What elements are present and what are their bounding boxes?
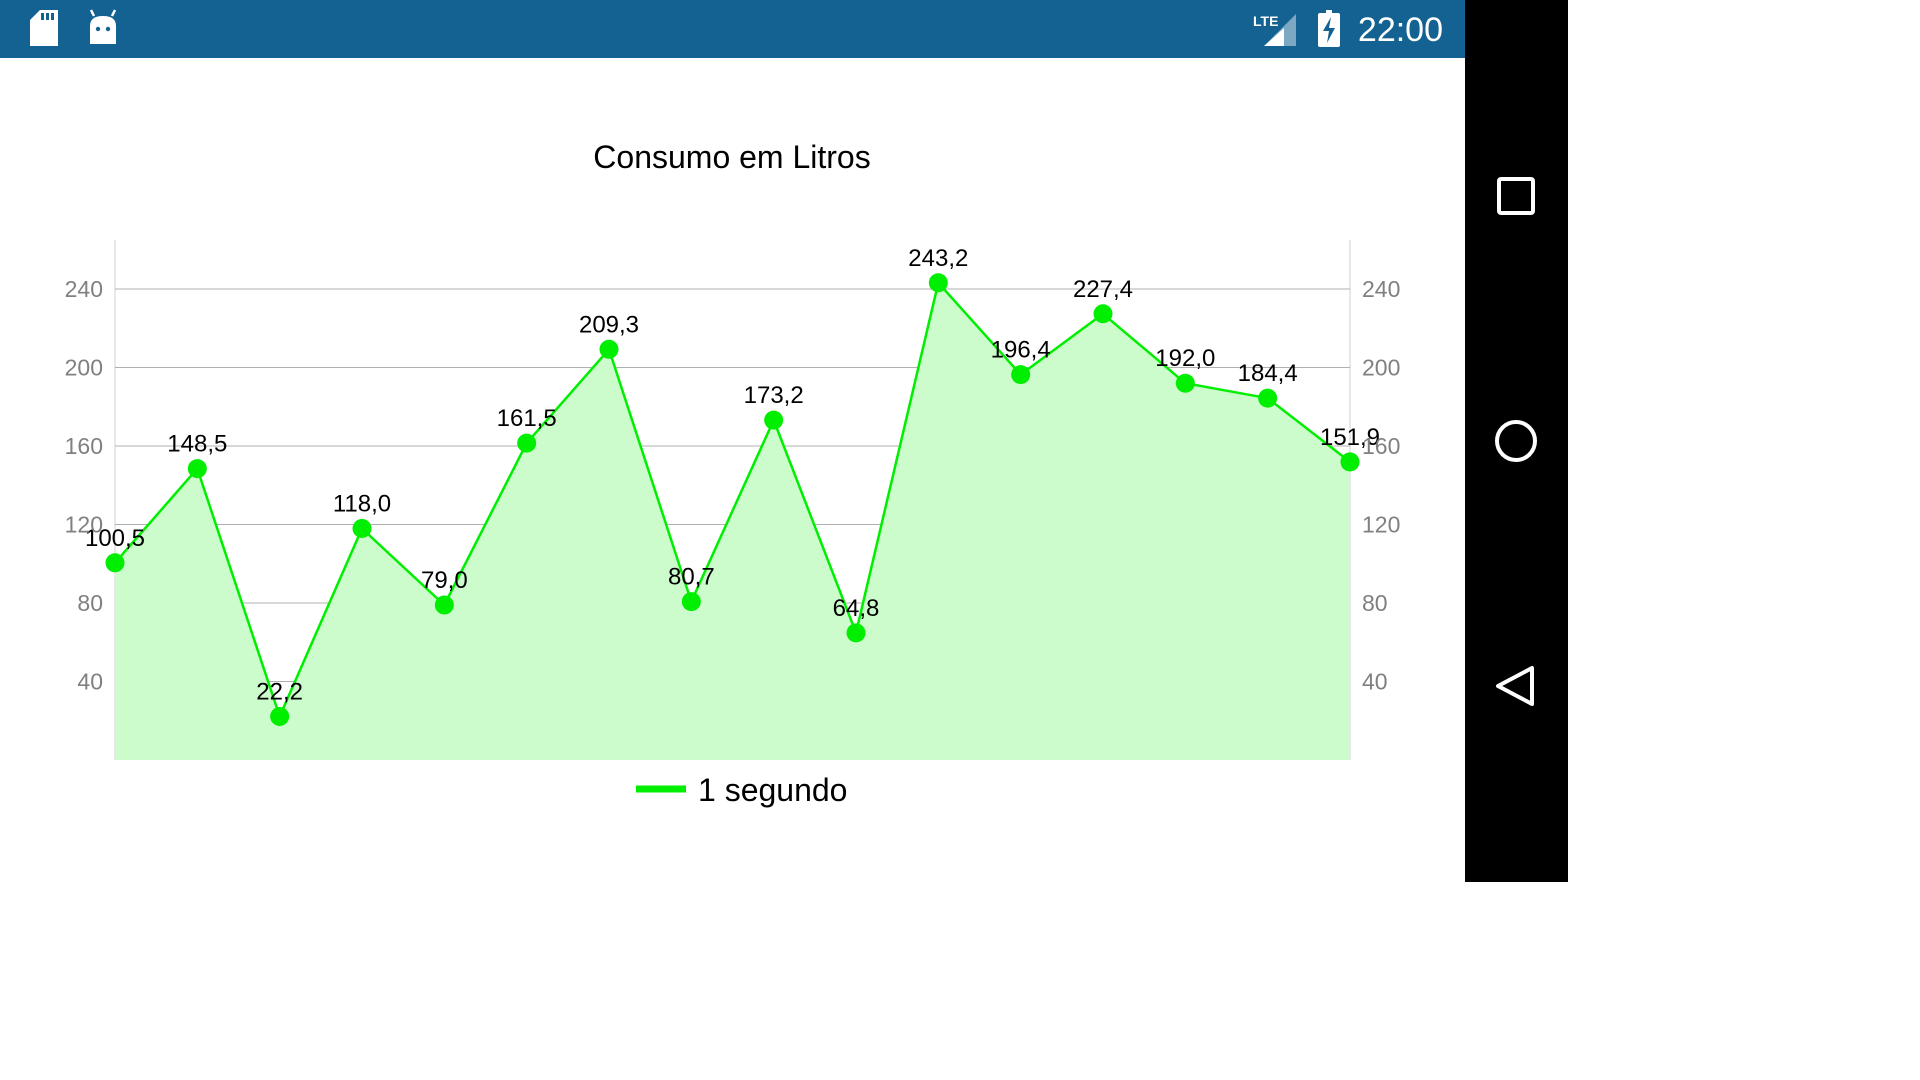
data-point[interactable] bbox=[434, 595, 454, 615]
data-point[interactable] bbox=[764, 410, 784, 430]
data-label: 161,5 bbox=[497, 405, 557, 432]
status-clock: 22:00 bbox=[1357, 11, 1443, 49]
chart-title: Consumo em Litros bbox=[593, 139, 870, 175]
data-point[interactable] bbox=[517, 433, 537, 453]
home-circle-icon[interactable] bbox=[1465, 401, 1568, 481]
data-points bbox=[105, 273, 1360, 726]
data-label: 64,8 bbox=[833, 595, 880, 622]
back-triangle-icon[interactable] bbox=[1465, 646, 1568, 726]
y-tick-label-left: 120 bbox=[65, 512, 103, 538]
y-tick-label-right: 200 bbox=[1362, 355, 1400, 381]
status-bar: LTE 22:00 bbox=[0, 0, 1465, 58]
y-tick-label-right: 80 bbox=[1362, 590, 1388, 616]
y-tick-label-right: 160 bbox=[1362, 433, 1400, 459]
data-point[interactable] bbox=[352, 518, 372, 538]
series-area bbox=[115, 282, 1350, 760]
series-area-fill bbox=[115, 282, 1350, 760]
y-tick-label-right: 240 bbox=[1362, 276, 1400, 302]
axis-tick-labels: 40 40 80 80 120 120 160 160 200 200 240 240 bbox=[65, 276, 1401, 694]
data-label: 79,0 bbox=[421, 567, 468, 594]
series-line bbox=[114, 281, 1351, 718]
data-point[interactable] bbox=[681, 592, 701, 612]
y-tick-label-left: 160 bbox=[65, 433, 103, 459]
battery-charging-icon bbox=[1318, 10, 1340, 47]
android-debug-icon bbox=[89, 9, 117, 44]
network-type-label: LTE bbox=[1253, 13, 1278, 29]
data-point[interactable] bbox=[1011, 365, 1031, 385]
data-point[interactable] bbox=[599, 339, 619, 359]
y-tick-label-left: 80 bbox=[77, 590, 103, 616]
line-chart: Consumo em Litros 100,5 148,5 22,2 118,0 79,… bbox=[65, 139, 1401, 808]
sd-card-icon bbox=[30, 10, 58, 46]
data-label: 209,3 bbox=[579, 311, 639, 338]
y-tick-label-left: 240 bbox=[65, 276, 103, 302]
data-label: 192,0 bbox=[1155, 345, 1215, 372]
lte-signal-icon: LTE bbox=[1253, 13, 1296, 46]
data-label: 118,0 bbox=[333, 490, 391, 517]
legend-label: 1 segundo bbox=[698, 772, 847, 808]
data-label: 227,4 bbox=[1073, 276, 1133, 303]
data-point[interactable] bbox=[1258, 388, 1278, 408]
data-label: 80,7 bbox=[668, 564, 715, 591]
data-point[interactable] bbox=[928, 273, 948, 293]
y-tick-label-right: 120 bbox=[1362, 512, 1400, 538]
data-label: 184,4 bbox=[1238, 360, 1298, 387]
recents-square-icon[interactable] bbox=[1465, 156, 1568, 236]
y-tick-label-right: 40 bbox=[1362, 669, 1388, 695]
data-point[interactable] bbox=[105, 553, 125, 573]
data-point[interactable] bbox=[1175, 373, 1195, 393]
data-label: 243,2 bbox=[908, 245, 968, 272]
y-tick-label-left: 40 bbox=[77, 669, 103, 695]
data-point[interactable] bbox=[1093, 304, 1113, 324]
navigation-bar bbox=[1465, 0, 1568, 882]
data-label: 148,5 bbox=[167, 431, 227, 458]
data-point[interactable] bbox=[187, 459, 207, 479]
y-tick-label-left: 200 bbox=[65, 355, 103, 381]
data-labels: 100,5 148,5 22,2 118,0 79,0 161,5 209,3 80,7 173… bbox=[85, 245, 1380, 706]
data-point[interactable] bbox=[846, 623, 866, 643]
data-label: 22,2 bbox=[256, 678, 303, 705]
data-label: 100,5 bbox=[85, 525, 145, 552]
data-label: 173,2 bbox=[744, 382, 804, 409]
data-label: 151,9 bbox=[1320, 424, 1380, 451]
data-point[interactable] bbox=[1340, 452, 1360, 472]
data-label: 196,4 bbox=[991, 337, 1051, 364]
legend: 1 segundo bbox=[636, 772, 847, 808]
series-line-path bbox=[114, 281, 1351, 718]
data-point[interactable] bbox=[270, 706, 290, 726]
